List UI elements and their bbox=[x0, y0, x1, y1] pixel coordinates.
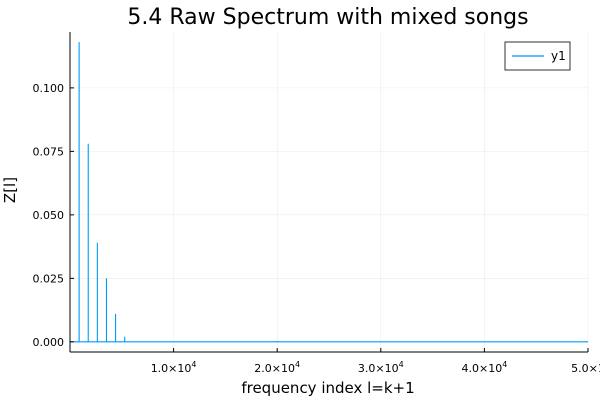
series-layer bbox=[70, 42, 588, 343]
y-axis-label: Z[l] bbox=[1, 177, 19, 203]
grid bbox=[70, 32, 589, 352]
x-tick-label: 3.0×104 bbox=[358, 360, 404, 375]
x-tick-label: 1.0×104 bbox=[151, 360, 197, 375]
x-tick-label: 2.0×104 bbox=[254, 360, 300, 375]
legend-label: y1 bbox=[551, 49, 566, 63]
y-tick-label: 0.050 bbox=[33, 209, 65, 222]
chart-title: 5.4 Raw Spectrum with mixed songs bbox=[127, 5, 528, 30]
y-tick-label: 0.000 bbox=[33, 336, 65, 349]
ticks: 1.0×104 2.0×104 3.0×104 4.0×104 5.0×1 0.000 0.… bbox=[33, 82, 600, 375]
y-tick-label: 0.075 bbox=[33, 145, 65, 158]
x-axis-label: frequency index l=k+1 bbox=[241, 379, 414, 397]
x-tick-label: 4.0×104 bbox=[461, 360, 507, 375]
y-tick-label: 0.025 bbox=[33, 272, 65, 285]
axes bbox=[69, 32, 588, 353]
legend: y1 bbox=[504, 41, 571, 71]
y-tick-label: 0.100 bbox=[33, 82, 65, 95]
x-tick-label: 5.0×1 bbox=[571, 362, 600, 375]
